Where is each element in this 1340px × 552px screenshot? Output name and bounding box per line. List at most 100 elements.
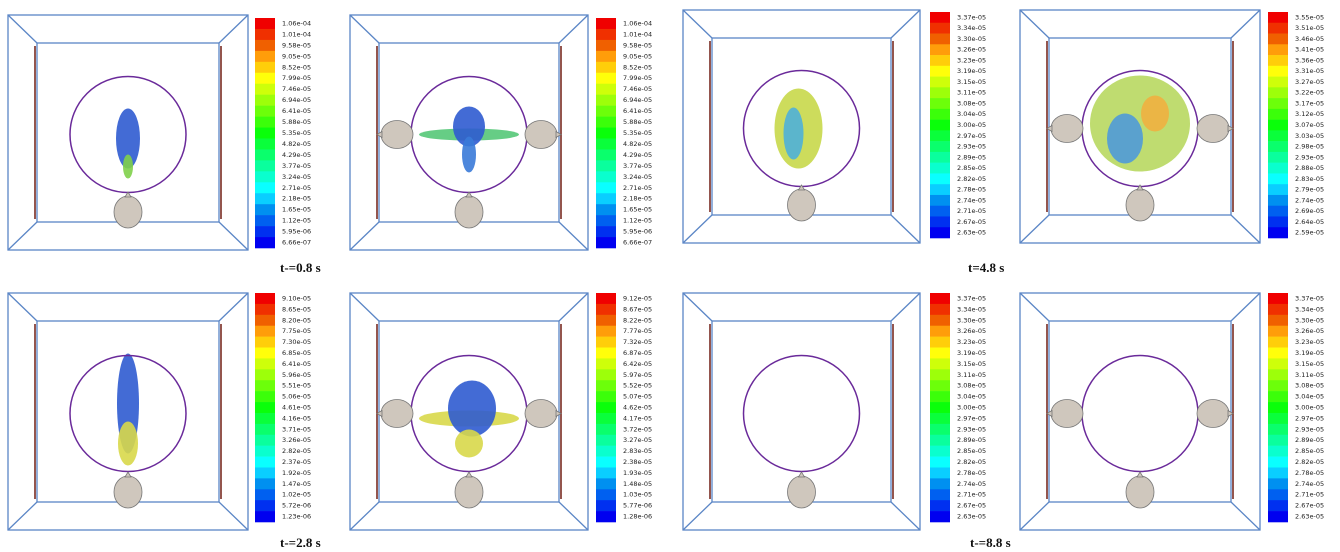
colorbar-label: 5.06e-05 [282,393,311,401]
colorbar-label: 8.22e-05 [623,316,652,324]
colorbar-label: 2.79e-05 [1295,186,1324,194]
colorbar-segment [596,337,616,348]
panel: 3.37e-053.34e-053.30e-053.26e-053.23e-05… [683,10,986,243]
colorbar-segment [930,34,950,45]
colorbar-label: 3.77e-05 [623,162,652,170]
colorbar-label: 3.51e-05 [1295,24,1324,32]
colorbar-segment [255,193,275,204]
colorbar-segment [1268,380,1288,391]
colorbar-label: 3.71e-05 [282,425,311,433]
colorbar-segment [255,326,275,337]
colorbar-segment [596,413,616,424]
head [525,121,561,149]
colorbar-segment [255,391,275,402]
colorbar-segment [255,337,275,348]
colorbar-segment [930,489,950,500]
colorbar-label: 7.75e-05 [282,327,311,335]
caption: t-=8.8 s [970,535,1011,550]
colorbar-segment [596,204,616,215]
colorbar-label: 2.85e-05 [957,164,986,172]
colorbar-segment [596,380,616,391]
colorbar-segment [1268,500,1288,511]
colorbar-label: 7.32e-05 [623,338,652,346]
colorbar-label: 2.85e-05 [957,447,986,455]
colorbar-label: 3.37e-05 [957,294,986,302]
colorbar-label: 2.82e-05 [282,447,311,455]
room-edge [8,293,37,321]
colorbar-label: 3.77e-05 [282,162,311,170]
colorbar-segment [930,98,950,109]
room-edge [683,10,712,38]
colorbar-segment [1268,391,1288,402]
colorbar-label: 3.19e-05 [1295,349,1324,357]
colorbar-label: 1.93e-05 [623,469,652,477]
colorbar-label: 3.17e-05 [1295,99,1324,107]
colorbar-label: 3.24e-05 [282,173,311,181]
colorbar-label: 2.93e-05 [1295,425,1324,433]
colorbar-segment [255,84,275,95]
plume [448,381,496,437]
colorbar-label: 2.63e-05 [957,229,986,237]
colorbar-label: 2.85e-05 [1295,447,1324,455]
colorbar-label: 2.97e-05 [957,414,986,422]
colorbar-label: 8.20e-05 [282,316,311,324]
head [1126,185,1154,221]
colorbar-label: 5.72e-06 [282,502,311,510]
colorbar-label: 4.82e-05 [623,140,652,148]
colorbar-segment [1268,77,1288,88]
colorbar-label: 2.89e-05 [957,436,986,444]
colorbar-label: 6.85e-05 [282,349,311,357]
colorbar-label: 4.62e-05 [623,404,652,412]
colorbar-segment [1268,435,1288,446]
nose [466,472,472,477]
colorbar-segment [1268,55,1288,66]
colorbar-segment [596,467,616,478]
colorbar-label: 3.00e-05 [957,121,986,129]
colorbar-label: 5.52e-05 [623,382,652,390]
colorbar-segment [1268,109,1288,120]
colorbar-label: 2.78e-05 [957,469,986,477]
caption: t=4.8 s [968,260,1004,275]
colorbar-segment [1268,446,1288,457]
room-edge [559,502,588,530]
colorbar-label: 5.35e-05 [623,129,652,137]
colorbar-segment [596,237,616,248]
colorbar-segment [596,128,616,139]
colorbar-label: 3.30e-05 [1295,316,1324,324]
room-edge [219,502,248,530]
colorbar-label: 5.77e-06 [623,502,652,510]
colorbar-segment [255,160,275,171]
head-shape [1126,189,1154,221]
colorbar-segment [596,149,616,160]
colorbar-segment [1268,478,1288,489]
colorbar-segment [596,348,616,359]
colorbar-segment [930,173,950,184]
colorbar-label: 5.35e-05 [282,129,311,137]
colorbar-label: 3.23e-05 [957,56,986,64]
colorbar-label: 7.46e-05 [623,85,652,93]
colorbar-label: 3.72e-05 [623,425,652,433]
colorbar-label: 2.82e-05 [957,175,986,183]
colorbar-label: 2.67e-05 [1295,502,1324,510]
room-edge [219,293,248,321]
colorbar-segment [596,193,616,204]
colorbar-label: 3.11e-05 [957,371,986,379]
head [377,400,413,428]
colorbar-segment [255,457,275,468]
colorbar-label: 7.46e-05 [282,85,311,93]
colorbar-segment [1268,184,1288,195]
room-edge [1020,215,1049,243]
colorbar-label: 4.61e-05 [282,404,311,412]
colorbar-segment [255,237,275,248]
colorbar-label: 2.18e-05 [282,195,311,203]
colorbar-label: 3.23e-05 [1295,338,1324,346]
colorbar-label: 2.89e-05 [957,153,986,161]
colorbar-segment [596,73,616,84]
colorbar-segment [1268,358,1288,369]
colorbar-segment [930,87,950,98]
colorbar-segment [1268,402,1288,413]
colorbar-label: 4.29e-05 [282,151,311,159]
colorbar-segment [1268,195,1288,206]
colorbar-label: 1.65e-05 [623,206,652,214]
colorbar-label: 1.48e-05 [623,480,652,488]
